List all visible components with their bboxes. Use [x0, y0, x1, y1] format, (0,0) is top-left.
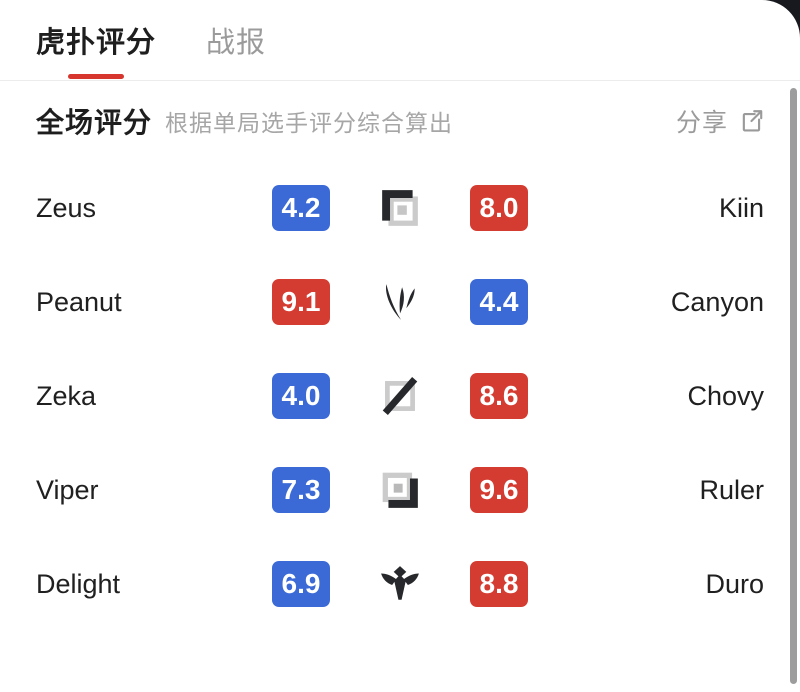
right-player-name: Canyon: [670, 286, 764, 317]
support-icon: [379, 563, 421, 605]
right-player-name: Ruler: [699, 474, 764, 505]
tab-label: 虎扑评分: [36, 27, 157, 59]
right-player-name: Kiin: [718, 192, 764, 223]
section-subtitle: 根据单局选手评分综合算出: [165, 110, 454, 136]
score-group: 9.1 4.4: [272, 279, 528, 325]
left-player-name: Zeka: [36, 380, 97, 411]
section-title: 全场评分: [36, 107, 153, 138]
share-button[interactable]: 分享: [676, 103, 764, 139]
mid-lane-icon: [379, 375, 421, 417]
right-score-badge: 8.8: [470, 561, 528, 607]
section-header: 全场评分 根据单局选手评分综合算出 分享: [0, 81, 800, 161]
tab-label: 战报: [206, 27, 267, 59]
right-score-badge: 4.4: [470, 279, 528, 325]
rating-row: Viper 7.3 9.6 Ruler: [0, 443, 800, 537]
left-score-badge: 4.2: [272, 185, 330, 231]
right-player-name: Duro: [705, 568, 764, 599]
rating-row: Delight 6.9 8.8 Duro: [0, 537, 800, 631]
score-group: 6.9 8.8: [272, 561, 528, 607]
left-score-badge: 4.0: [272, 373, 330, 419]
left-score-badge: 7.3: [272, 467, 330, 513]
active-tab-underline: [68, 74, 124, 79]
right-score-badge: 9.6: [470, 467, 528, 513]
right-player-name: Chovy: [687, 380, 764, 411]
jungle-icon: [379, 281, 421, 323]
left-score-badge: 9.1: [272, 279, 330, 325]
right-score-badge: 8.6: [470, 373, 528, 419]
rating-row: Zeus 4.2 8.0 Kiin: [0, 161, 800, 255]
share-label: 分享: [675, 109, 728, 137]
left-score-badge: 6.9: [272, 561, 330, 607]
left-player-name: Peanut: [36, 286, 122, 317]
rating-row: Zeka 4.0 8.6 Chovy: [0, 349, 800, 443]
left-player-name: Zeus: [36, 192, 97, 223]
left-player-name: Delight: [36, 568, 121, 599]
score-group: 4.0 8.6: [272, 373, 528, 419]
score-group: 7.3 9.6: [272, 467, 528, 513]
top-lane-icon: [379, 187, 421, 229]
tab-bar: 虎扑评分 战报: [0, 0, 800, 81]
right-score-badge: 8.0: [470, 185, 528, 231]
left-player-name: Viper: [36, 474, 99, 505]
tab-hupu-rating[interactable]: 虎扑评分: [36, 0, 156, 80]
rating-row: Peanut 9.1 4.4 Canyon: [0, 255, 800, 349]
tab-battle-report[interactable]: 战报: [206, 0, 266, 80]
bot-lane-icon: [379, 469, 421, 511]
external-link-icon: [742, 110, 763, 132]
rating-rows: Zeus 4.2 8.0 Kiin Peanut 9.1 4.4 Canyon …: [0, 161, 800, 631]
score-group: 4.2 8.0: [272, 185, 528, 231]
scrollbar[interactable]: [790, 88, 797, 684]
